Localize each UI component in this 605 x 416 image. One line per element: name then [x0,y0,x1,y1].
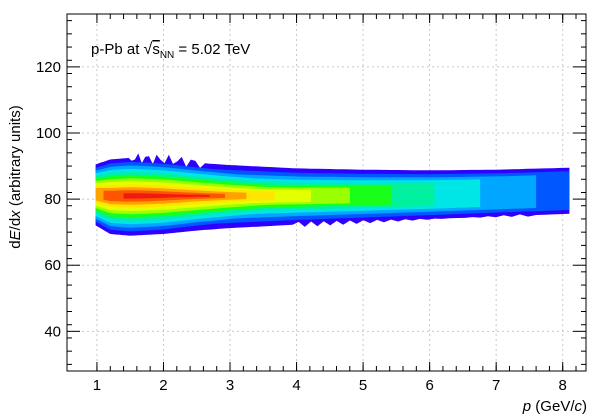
x-tick-label: 3 [226,377,234,394]
collision-annotation: p-Pb at √sNN = 5.02 TeV [91,41,250,61]
y-tick-label: 120 [36,59,61,76]
tick-labels: 1 2 3 4 5 6 7 8 40 60 80 100 120 [36,59,567,394]
y-axis-title: dE/dx (arbitrary units) [7,105,24,248]
x-tick-label: 1 [93,377,101,394]
density-contour-level-11 [123,192,210,199]
x-tick-label: 6 [425,377,433,394]
x-tick-label: 2 [159,377,167,394]
density-bands [95,153,570,236]
axis-ticks [67,14,586,371]
x-tick-label: 4 [292,377,300,394]
x-tick-label: 5 [359,377,367,394]
x-axis-title: p (GeV/c) [522,398,587,415]
y-tick-label: 80 [44,191,61,208]
x-tick-label: 7 [492,377,500,394]
y-tick-label: 60 [44,257,61,274]
y-tick-label: 40 [44,323,61,340]
y-tick-label: 100 [36,125,61,142]
x-tick-label: 8 [559,377,567,394]
sqrt-symbol: √ [144,41,153,58]
